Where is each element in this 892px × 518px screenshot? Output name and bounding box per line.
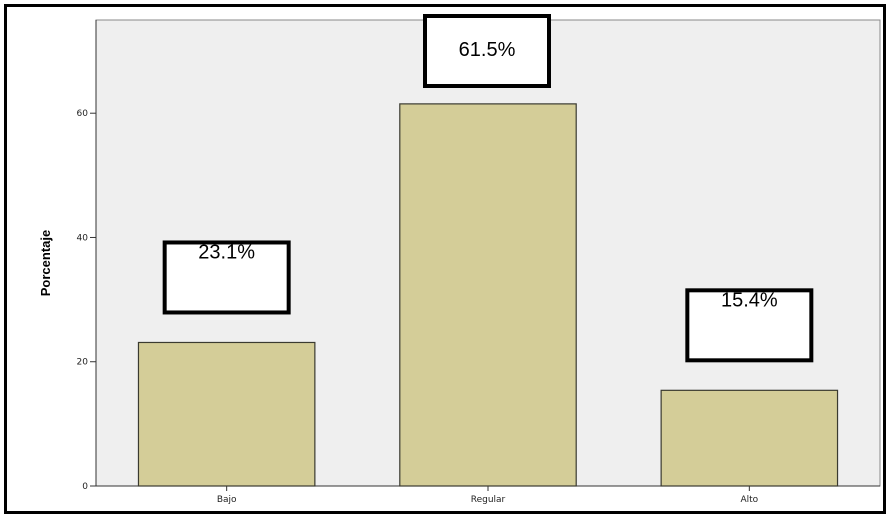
- bar-alto: [660, 389, 839, 487]
- y-tick-label: 0: [82, 482, 88, 492]
- bar-bajo: [137, 341, 316, 487]
- data-labels: 23.1% 61.5% 15.4%: [162, 14, 814, 363]
- y-tick-label: 20: [77, 358, 89, 368]
- data-label: 61.5%: [459, 39, 516, 61]
- data-label-box: [423, 14, 551, 88]
- x-tick-label: Alto: [740, 495, 758, 505]
- x-tick-label: Regular: [471, 495, 506, 505]
- bar-regular: [399, 103, 577, 487]
- bars: [137, 103, 839, 487]
- x-axis: Bajo Regular Alto: [96, 485, 880, 505]
- x-tick-label: Bajo: [217, 495, 237, 505]
- y-axis-label: Porcentaje: [38, 230, 53, 296]
- data-label-box: [685, 288, 814, 363]
- data-label-box: [162, 240, 291, 315]
- y-axis: 0 20 40 60: [77, 20, 97, 492]
- y-tick-label: 60: [77, 109, 89, 119]
- y-tick-label: 40: [77, 233, 89, 243]
- data-label: 23.1%: [198, 241, 255, 263]
- data-label: 15.4%: [721, 289, 778, 311]
